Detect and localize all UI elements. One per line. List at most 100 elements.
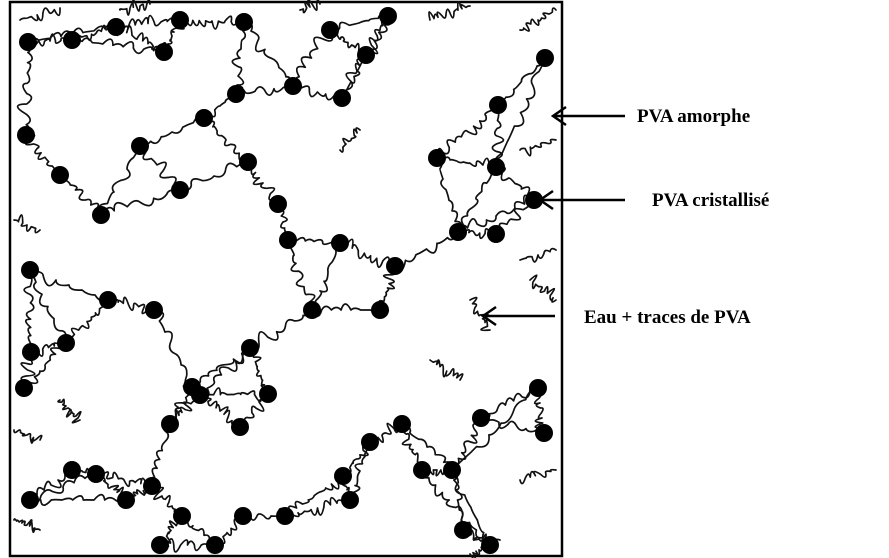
- crystallite-node: [341, 491, 359, 509]
- amorphous-chain: [29, 269, 109, 302]
- crystallite-node: [227, 85, 245, 103]
- amorphous-chain: [100, 188, 181, 216]
- amorphous-chain: [249, 309, 313, 351]
- crystallite-node: [151, 536, 169, 554]
- amorphous-chain: [23, 269, 35, 353]
- crystallite-node: [428, 149, 446, 167]
- crystallite-node: [379, 7, 397, 25]
- amorphous-chain: [16, 41, 33, 136]
- crystallite-node: [206, 536, 224, 554]
- crystallite-node: [143, 477, 161, 495]
- crystallite-node: [21, 261, 39, 279]
- crystallite-node: [481, 536, 499, 554]
- loose-chain-end: [519, 7, 557, 32]
- crystallite-node: [173, 507, 191, 525]
- amorphous-chain: [198, 387, 269, 403]
- amorphous-chain: [291, 29, 334, 87]
- amorphous-chain: [311, 303, 381, 317]
- crystallite-node: [241, 339, 259, 357]
- loose-chain-end: [13, 518, 41, 534]
- loose-chain-end: [19, 7, 61, 22]
- crystallite-node: [472, 409, 490, 427]
- crystallite-node: [234, 507, 252, 525]
- loose-chain-end: [339, 127, 361, 153]
- amorphous-chain: [191, 346, 251, 391]
- crystallite-node: [107, 18, 125, 36]
- label-eau-traces-pva: Eau + traces de PVA: [584, 307, 751, 328]
- amorphous-chain: [29, 269, 68, 344]
- amorphous-chain: [283, 239, 316, 311]
- loose-chain-end: [519, 138, 557, 157]
- crystallite-node: [57, 334, 75, 352]
- loose-chain-end: [519, 468, 557, 485]
- crystallite-node: [487, 158, 505, 176]
- crystallite-node: [393, 415, 411, 433]
- crystallite-node: [63, 31, 81, 49]
- crystallite-node: [361, 433, 379, 451]
- crystallite-node: [19, 33, 37, 51]
- amorphous-chain: [457, 194, 535, 233]
- crystallite-node: [63, 461, 81, 479]
- crystallite-node: [487, 225, 505, 243]
- loose-chain-end: [13, 214, 41, 234]
- amorphous-chain: [59, 174, 102, 218]
- crystallite-node: [87, 465, 105, 483]
- polymer-network: [13, 0, 557, 558]
- amorphous-chain: [148, 423, 171, 487]
- amorphous-chain: [115, 14, 181, 30]
- crystallite-node: [195, 109, 213, 127]
- amorphous-chain: [95, 469, 154, 488]
- crystallite-node: [269, 195, 287, 213]
- label-pva-amorphe: PVA amorphe: [637, 106, 750, 127]
- loose-chain-end: [118, 0, 151, 16]
- diagram-frame: [8, 0, 564, 558]
- amorphous-chain: [436, 104, 499, 159]
- amorphous-chain: [29, 493, 127, 507]
- loose-chain-end: [529, 274, 557, 303]
- amorphous-chain: [394, 231, 459, 272]
- crystallite-node: [15, 379, 33, 397]
- amorphous-chain: [480, 416, 546, 434]
- crystallite-node: [161, 415, 179, 433]
- amorphous-chain: [65, 299, 109, 344]
- crystallite-node: [171, 11, 189, 29]
- amorphous-chain: [493, 57, 546, 168]
- amorphous-chain: [29, 473, 97, 504]
- amorphous-chain: [457, 166, 497, 233]
- crystallite-node: [357, 46, 375, 64]
- crystallite-node: [303, 301, 321, 319]
- loose-chain-end: [429, 359, 464, 381]
- crystallite-node: [235, 13, 253, 31]
- loose-chain-end: [57, 398, 82, 424]
- loose-chain-end: [13, 429, 43, 444]
- amorphous-chain: [284, 496, 351, 518]
- crystallite-node: [334, 467, 352, 485]
- crystallite-node: [449, 223, 467, 241]
- loose-chain-end: [428, 1, 471, 21]
- crystallite-node: [536, 49, 554, 67]
- loose-chain-end: [469, 296, 491, 332]
- label-pva-cristallise: PVA cristallisé: [652, 190, 769, 211]
- crystallite-node: [371, 301, 389, 319]
- arrow-crystalline: [537, 189, 625, 211]
- crystallite-node: [333, 89, 351, 107]
- amorphous-chain: [138, 145, 182, 191]
- amorphous-chain: [401, 423, 454, 471]
- crystallite-node: [284, 77, 302, 95]
- crystallite-node: [21, 491, 39, 509]
- crystallite-node: [276, 507, 294, 525]
- crystallite-node: [231, 418, 249, 436]
- amorphous-chain: [243, 21, 294, 87]
- crystallite-node: [413, 461, 431, 479]
- crystallite-node: [279, 231, 297, 249]
- crystallite-node: [92, 206, 110, 224]
- crystallite-node: [155, 43, 173, 61]
- amorphous-chain: [179, 161, 249, 192]
- amorphous-chain: [451, 469, 491, 546]
- amorphous-chain: [235, 84, 294, 97]
- amorphous-chain: [436, 156, 497, 172]
- crystallite-node: [17, 126, 35, 144]
- crystallite-node: [443, 461, 461, 479]
- arrow-water: [480, 305, 555, 327]
